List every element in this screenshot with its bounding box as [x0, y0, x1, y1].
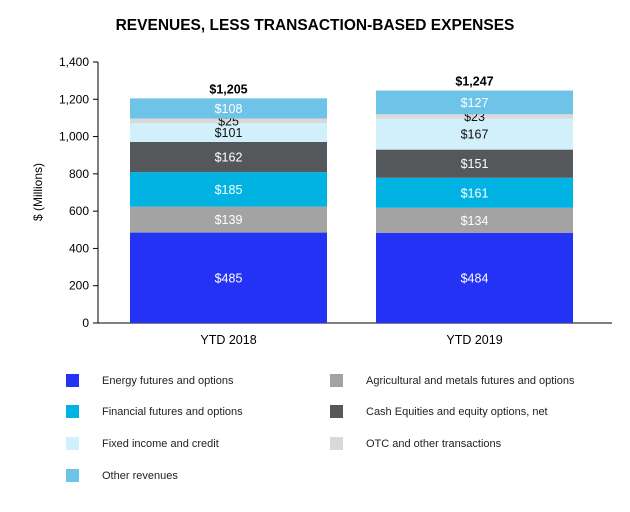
bar-segment: [376, 114, 573, 119]
bar-segment: [376, 177, 573, 208]
bar-segment: [376, 232, 573, 323]
data-label: $134: [461, 214, 489, 228]
legend-item: Other revenues: [66, 469, 178, 482]
legend-swatch: [66, 374, 79, 387]
legend-label: Fixed income and credit: [102, 437, 219, 450]
data-label: $108: [215, 102, 243, 116]
data-label: $167: [461, 128, 489, 142]
data-label: $485: [215, 271, 243, 285]
bar-segment: [376, 90, 573, 115]
data-label: $139: [215, 213, 243, 227]
data-label: $127: [461, 96, 489, 110]
legend-item: OTC and other transactions: [330, 437, 501, 450]
y-tick-label: 0: [82, 316, 89, 330]
bar-segment: [130, 123, 327, 142]
y-tick-label: 1,400: [59, 55, 89, 69]
data-label: $161: [461, 186, 489, 200]
y-tick-label: 200: [69, 279, 89, 293]
legend-label: OTC and other transactions: [366, 437, 502, 450]
y-tick-label: 1,000: [59, 130, 89, 144]
bar-segment: [130, 118, 327, 124]
total-label: $1,247: [455, 75, 493, 89]
data-label: $484: [461, 271, 489, 285]
legend-swatch: [330, 405, 343, 418]
legend-item: Energy futures and options: [66, 374, 233, 387]
legend-swatch: [330, 374, 343, 387]
bar-segment: [130, 141, 327, 173]
bar-segment: [130, 172, 327, 207]
legend-label: Energy futures and options: [102, 374, 234, 387]
legend-swatch: [66, 437, 79, 450]
bar-segment: [130, 206, 327, 233]
legend-swatch: [66, 405, 79, 418]
legend-item: Cash Equities and equity options, net: [330, 405, 548, 418]
legend-item: Agricultural and metals futures and opti…: [330, 374, 575, 387]
bar-segment: [376, 149, 573, 178]
legend-swatch: [66, 469, 79, 482]
data-label: $185: [215, 183, 243, 197]
legend-label: Cash Equities and equity options, net: [366, 405, 548, 418]
legend-label: Financial futures and options: [102, 405, 243, 418]
bar-segment: [130, 98, 327, 119]
data-label: $162: [215, 151, 243, 165]
bar-segment: [376, 118, 573, 150]
data-label: $151: [461, 157, 489, 171]
x-tick-label: YTD 2019: [446, 333, 502, 347]
chart-title: REVENUES, LESS TRANSACTION-BASED EXPENSE…: [115, 17, 515, 34]
total-label: $1,205: [209, 82, 247, 96]
data-label: $101: [215, 126, 243, 140]
legend-label: Agricultural and metals futures and opti…: [366, 374, 575, 387]
bar-segment: [130, 232, 327, 323]
y-axis-label: $ (Millions): [31, 163, 45, 221]
y-tick-label: 400: [69, 241, 89, 255]
legend-label: Other revenues: [102, 469, 178, 482]
bar-segment: [376, 207, 573, 233]
x-tick-label: YTD 2018: [200, 333, 256, 347]
legend-item: Financial futures and options: [66, 405, 243, 418]
legend-swatch: [330, 437, 343, 450]
y-tick-label: 800: [69, 167, 89, 181]
legend-item: Fixed income and credit: [66, 437, 219, 450]
y-tick-label: 1,200: [59, 92, 89, 106]
y-tick-label: 600: [69, 204, 89, 218]
